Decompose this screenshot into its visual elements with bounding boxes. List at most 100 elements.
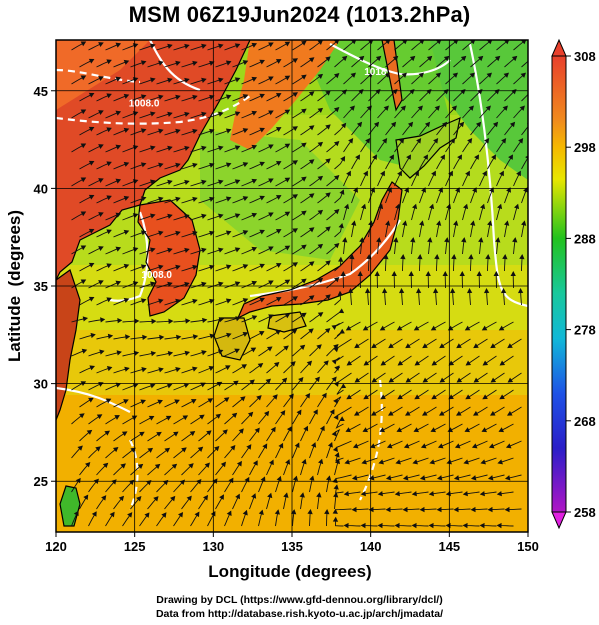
streamline-arrowhead — [431, 360, 438, 366]
streamline-arrowhead — [403, 443, 410, 449]
streamline-arrowhead — [333, 414, 339, 420]
y-tick-label: 45 — [34, 84, 48, 99]
streamline-arrowhead — [251, 212, 258, 218]
streamline-arrowhead — [413, 325, 420, 331]
streamline-arrowhead — [301, 458, 307, 465]
streamline-arrowhead — [292, 160, 298, 166]
streamline-arrowhead — [314, 376, 320, 383]
streamline-arrowhead — [199, 414, 205, 420]
contour-label: 1008.0 — [129, 98, 160, 109]
streamline-arrowhead — [147, 447, 154, 453]
streamline-arrowhead — [490, 377, 497, 383]
streamline-arrowhead — [215, 413, 222, 419]
streamline-arrowhead — [394, 490, 400, 497]
streamline-arrowhead — [450, 138, 456, 144]
streamline-arrowhead — [305, 393, 311, 399]
streamline-arrowhead — [331, 324, 337, 330]
streamline-arrowhead — [150, 77, 156, 83]
streamline-arrowhead — [451, 105, 457, 111]
streamline-arrowhead — [344, 459, 350, 465]
streamline-arrowhead — [492, 121, 499, 128]
streamline-arrowhead — [292, 262, 298, 268]
streamline-arrowhead — [140, 94, 147, 100]
streamline-arrowhead — [80, 245, 87, 251]
streamline-arrowhead — [394, 522, 400, 529]
streamline-arrowhead — [167, 281, 173, 287]
streamline-arrowhead — [340, 383, 347, 389]
streamline-arrowhead — [345, 325, 352, 331]
streamline-arrowhead — [510, 271, 516, 276]
streamline-arrowhead — [496, 490, 502, 497]
streamline-arrowhead — [154, 463, 161, 470]
streamline-arrowhead — [254, 427, 260, 434]
streamline-arrowhead — [317, 107, 324, 113]
streamline-arrowhead — [98, 144, 104, 149]
streamline-arrowhead — [292, 228, 298, 234]
streamline-arrowhead — [462, 522, 468, 529]
streamline-arrowhead — [140, 162, 147, 168]
streamline-arrowhead — [379, 325, 386, 331]
streamline-arrowhead — [192, 60, 198, 66]
streamline-arrowhead — [284, 143, 291, 149]
isobar-japan-coast — [249, 219, 401, 298]
streamline-arrowhead — [434, 105, 440, 111]
streamline-arrowhead — [377, 522, 383, 529]
streamline-arrowhead — [242, 230, 249, 236]
streamline-arrowhead — [308, 328, 314, 334]
streamline-arrowhead — [436, 220, 442, 226]
streamline-arrowhead — [421, 187, 427, 193]
streamline-arrowhead — [488, 443, 495, 449]
streamline-arrowhead — [498, 427, 505, 433]
streamline-arrowhead — [88, 58, 95, 64]
streamline-arrowhead — [204, 462, 210, 468]
streamline-arrowhead — [373, 121, 380, 128]
streamline-arrowhead — [387, 187, 393, 193]
streamline-arrowhead — [351, 475, 358, 481]
streamline-arrowhead — [416, 138, 422, 144]
streamline-arrowhead — [521, 220, 527, 226]
streamline-arrowhead — [333, 140, 340, 147]
land-primorye — [230, 40, 340, 150]
streamline-arrowhead — [268, 314, 274, 320]
y-tick-label: 40 — [34, 181, 48, 196]
streamline-arrowhead — [456, 377, 463, 383]
streamline-arrowhead — [176, 334, 182, 340]
streamline-arrowhead — [256, 395, 262, 401]
streamline-arrowhead — [174, 399, 180, 405]
streamline-arrowhead — [449, 288, 456, 294]
streamline-arrowhead — [105, 398, 112, 404]
streamline-arrowhead — [284, 211, 291, 217]
x-tick-label: 120 — [45, 539, 67, 554]
streamline-arrowhead — [238, 428, 244, 434]
streamline-arrowhead — [340, 156, 346, 162]
streamline-arrowhead — [504, 506, 510, 513]
streamline-arrowhead — [137, 463, 144, 469]
streamline-arrowhead — [281, 377, 288, 384]
streamline-arrowhead — [139, 431, 145, 437]
streamline-arrowhead — [201, 111, 207, 117]
streamline-arrowhead — [370, 187, 376, 193]
streamline-arrowhead — [242, 509, 248, 516]
streamline-arrowhead — [226, 510, 232, 517]
streamline-arrowhead — [418, 72, 424, 78]
streamline-arrowhead — [118, 495, 125, 502]
streamline-arrowhead — [234, 111, 241, 117]
streamline-arrowhead — [364, 288, 371, 294]
streamline-arrowhead — [342, 237, 348, 243]
streamline-arrowhead — [284, 75, 291, 81]
streamline-arrowhead — [259, 229, 265, 235]
streamline-arrowhead — [218, 317, 225, 323]
streamline-arrowhead — [98, 280, 104, 285]
streamline-arrowhead — [497, 459, 503, 465]
streamline-arrowhead — [165, 415, 172, 421]
streamline-arrowhead — [284, 279, 291, 285]
streamline-arrowhead — [476, 271, 482, 276]
streamline-arrowhead — [361, 459, 367, 465]
streamline-arrowhead — [474, 154, 479, 160]
streamline-arrowhead — [448, 170, 453, 177]
streamline-arrowhead — [95, 446, 101, 452]
streamline-arrowhead — [325, 90, 331, 96]
streamline-arrowhead — [197, 446, 204, 452]
streamline-arrowhead — [349, 254, 355, 260]
streamline-arrowhead — [414, 360, 421, 366]
